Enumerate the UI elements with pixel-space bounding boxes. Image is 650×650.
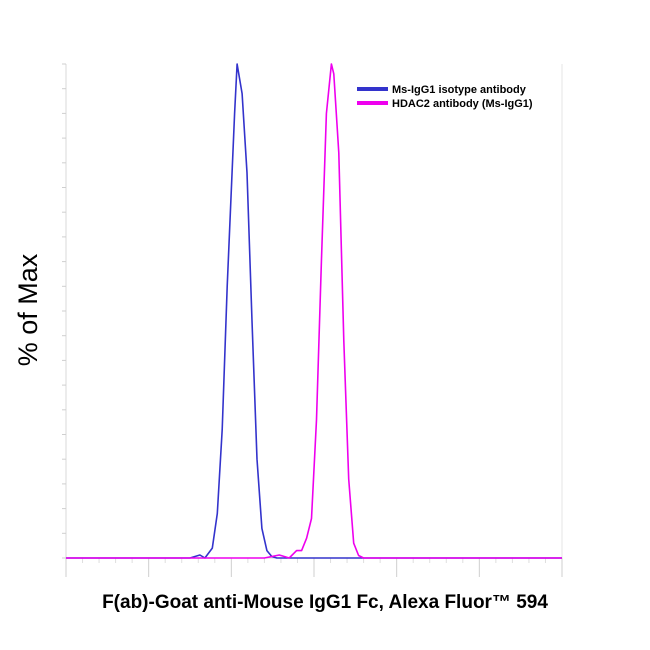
y-axis-label: % of Max [13,253,43,366]
x-axis-label: F(ab)-Goat anti-Mouse IgG1 Fc, Alexa Flu… [102,592,548,613]
legend-label-2: HDAC2 antibody (Ms-IgG1) [392,98,533,110]
series-line-2 [66,63,562,559]
legend: Ms-IgG1 isotype antibody HDAC2 antibody (… [357,84,533,110]
series-lines [66,63,562,559]
series-line-1 [66,63,562,559]
legend-label-1: Ms-IgG1 isotype antibody [392,84,527,96]
axis-ticks [62,63,563,577]
